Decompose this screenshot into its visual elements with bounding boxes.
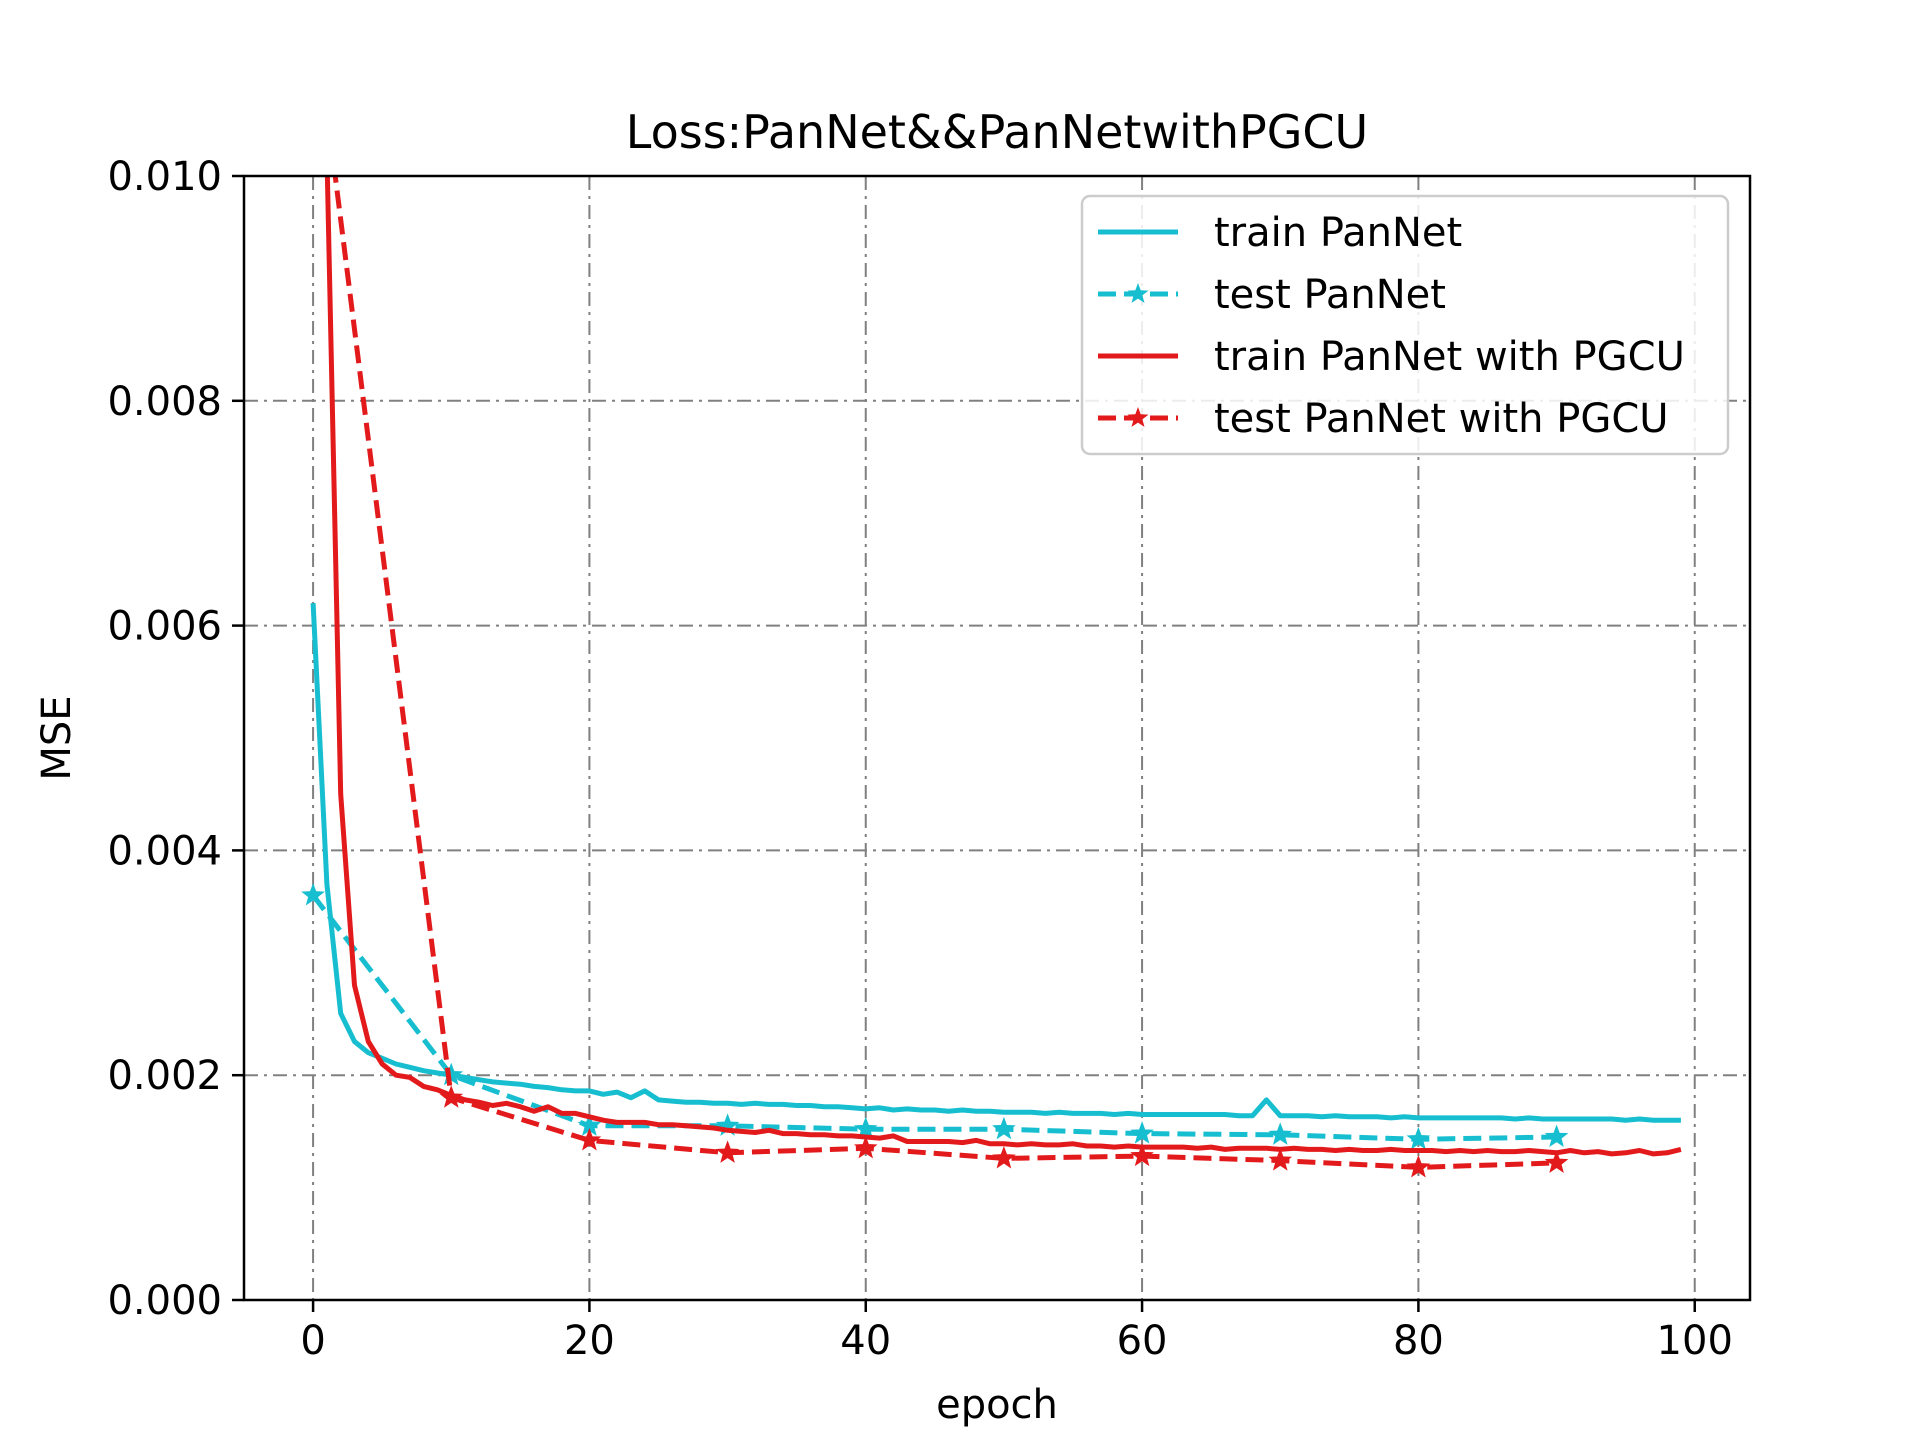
data-point-test-pannet-with-pgcu: [439, 1085, 464, 1108]
x-tick-label: 80: [1393, 1318, 1444, 1364]
data-point-test-pannet-with-pgcu: [323, 154, 344, 174]
y-tick-label: 0.002: [107, 1053, 222, 1099]
data-point-test-pannet-with-pgcu: [1544, 1150, 1569, 1173]
series-line-test-pannet-with-pgcu: [332, 176, 1557, 1170]
x-tick-label: 40: [840, 1318, 891, 1364]
data-point-test-pannet-with-pgcu: [853, 1135, 878, 1159]
x-axis-label: epoch: [936, 1382, 1058, 1428]
data-point-test-pannet-with-pgcu: [715, 1140, 740, 1163]
y-tick-label: 0.004: [107, 828, 222, 874]
data-point-test-pannet: [1406, 1126, 1431, 1150]
series-line-train-pannet: [310, 602, 1681, 1123]
y-tick-label: 0.010: [107, 154, 222, 200]
legend-marker-test-pannet-with-pgcu: [1127, 407, 1149, 427]
chart-title: Loss:PanNet&&PanNetwithPGCU: [626, 105, 1368, 159]
data-point-test-pannet: [1544, 1124, 1569, 1148]
plot-frame: [242, 174, 1752, 1302]
data-point-test-pannet: [301, 882, 325, 906]
data-point-test-pannet: [1130, 1121, 1154, 1144]
legend-marker-test-pannet: [1127, 283, 1149, 303]
x-tick-label: 60: [1117, 1318, 1168, 1364]
legend-label-train-pannet: train PanNet: [1214, 210, 1462, 256]
y-tick-label: 0.000: [107, 1278, 222, 1324]
series-line-train-pannet-with-pgcu: [324, 176, 1682, 1157]
data-point-test-pannet-with-pgcu: [1406, 1154, 1431, 1178]
series-line-test-pannet: [311, 893, 1557, 1142]
data-point-test-pannet-with-pgcu: [1130, 1143, 1154, 1167]
legend-label-test-pannet-with-pgcu: test PanNet with PGCU: [1214, 396, 1669, 442]
data-point-test-pannet: [853, 1116, 878, 1140]
series-layer: [301, 154, 1682, 1178]
x-tick-label: 100: [1657, 1318, 1733, 1364]
tick-layer: 0 20 40 60 80 100 0.000 0.002 0.004 0.006 0.008 0.0…: [107, 154, 1732, 1364]
data-point-test-pannet: [1268, 1122, 1293, 1145]
legend-label-test-pannet: test PanNet: [1214, 272, 1446, 318]
data-point-test-pannet-with-pgcu: [1268, 1148, 1293, 1171]
legend-box: [1080, 194, 1730, 456]
data-point-test-pannet-with-pgcu: [992, 1145, 1016, 1169]
data-point-test-pannet-with-pgcu: [577, 1127, 602, 1151]
legend: train PanNet test PanNet train PanNet with…: [1080, 194, 1730, 456]
x-tick-label: 0: [300, 1318, 325, 1364]
legend-label-train-pannet-with-pgcu: train PanNet with PGCU: [1214, 334, 1685, 380]
data-point-test-pannet: [992, 1116, 1016, 1140]
y-axis-label: MSE: [34, 695, 80, 780]
y-tick-label: 0.008: [107, 379, 222, 425]
x-tick-label: 20: [564, 1318, 615, 1364]
y-tick-label: 0.006: [107, 604, 222, 650]
